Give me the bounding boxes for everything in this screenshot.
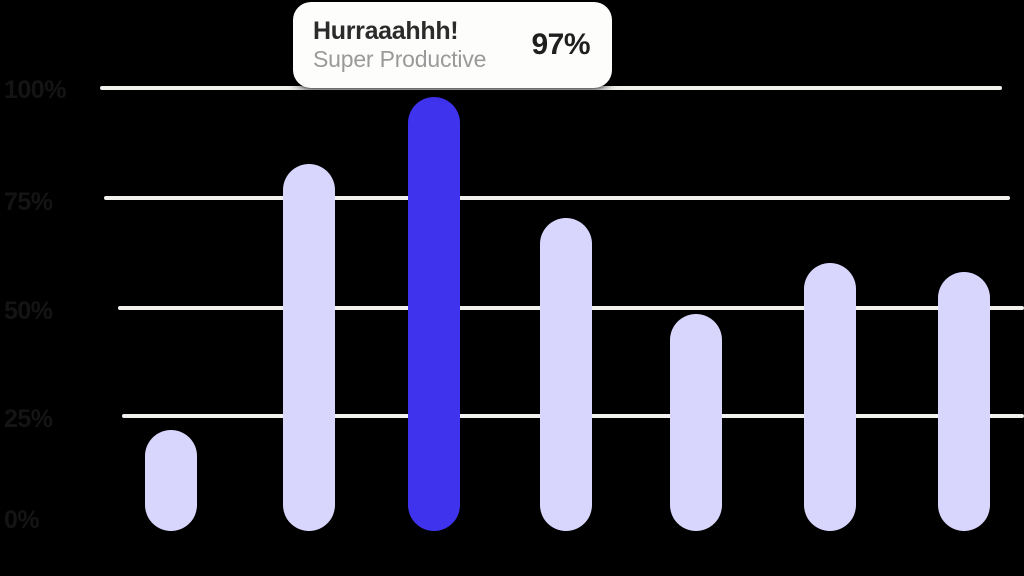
y-axis-tick-label: 75% (4, 188, 53, 216)
tooltip-text-group: Hurraaahhh! Super Productive (313, 17, 521, 73)
bar[interactable] (938, 272, 990, 531)
bar-highlighted[interactable] (408, 97, 460, 531)
bar[interactable] (283, 164, 335, 531)
gridline (100, 86, 1002, 90)
bar[interactable] (145, 430, 197, 531)
gridline (104, 196, 1010, 200)
tooltip-value: 97% (531, 28, 590, 61)
y-axis-tick-label: 0% (4, 506, 40, 534)
tooltip-subtitle: Super Productive (313, 45, 487, 72)
bar[interactable] (804, 263, 856, 531)
y-axis-tick-label: 25% (4, 405, 53, 433)
bar[interactable] (540, 218, 592, 531)
bar[interactable] (670, 314, 722, 531)
y-axis-tick-label: 100% (4, 76, 66, 104)
y-axis-tick-label: 50% (4, 297, 53, 325)
tooltip-title: Hurraaahhh! (313, 16, 459, 45)
bar-tooltip[interactable]: Hurraaahhh! Super Productive 97% (293, 2, 612, 88)
